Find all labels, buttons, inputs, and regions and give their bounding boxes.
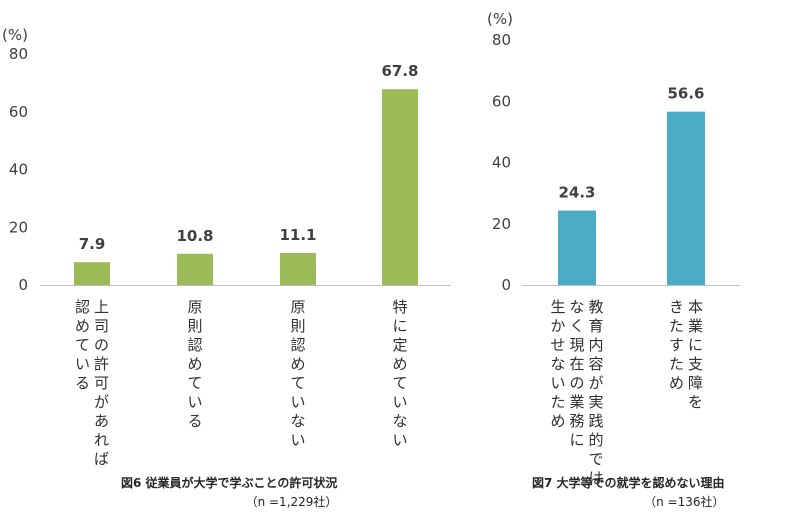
chart-title-fig6: 図6 従業員が大学で学ぶことの許可状況	[121, 476, 338, 490]
data-label-0-1: 10.8	[176, 227, 213, 245]
bar-0-3	[382, 89, 418, 285]
y-tick-label-0-60: 60	[9, 103, 28, 121]
category-label-0-0: 上司の許可があれば認めている	[75, 298, 109, 468]
caption-fig6: 図6 従業員が大学で学ぶことの許可状況 （n =1,229社）	[121, 474, 337, 510]
data-label-1-1: 56.6	[667, 85, 704, 103]
y-tick-label-1-0: 0	[501, 276, 511, 294]
y-tick-label-0-20: 20	[9, 218, 28, 236]
category-label-0-2: 原則認めていない	[290, 298, 305, 449]
chart-title-fig7: 図7 大学等での就学を認めない理由	[532, 476, 725, 490]
category-label-1-1: 本業に支障をきたすため	[669, 298, 703, 411]
bar-0-0	[74, 262, 110, 285]
y-tick-label-0-40: 40	[9, 161, 28, 179]
data-label-0-2: 11.1	[279, 226, 316, 244]
data-label-1-0: 24.3	[558, 184, 595, 202]
y-tick-label-1-80: 80	[492, 31, 511, 49]
caption-fig7: 図7 大学等での就学を認めない理由 （n =136社）	[532, 474, 725, 510]
category-label-0-3: 特に定めていない	[392, 298, 407, 449]
bar-1-0	[558, 210, 596, 285]
y-unit-label-1: (%)	[487, 10, 513, 28]
y-tick-label-1-20: 20	[492, 215, 511, 233]
y-tick-label-0-0: 0	[18, 276, 28, 294]
bar-1-1	[667, 111, 705, 285]
y-tick-label-0-80: 80	[9, 45, 28, 63]
bar-0-1	[177, 253, 213, 285]
sample-size-fig7: （n =136社）	[644, 495, 725, 509]
y-tick-label-1-40: 40	[492, 154, 511, 172]
category-label-0-1: 原則認めている	[187, 298, 202, 430]
sample-size-fig6: （n =1,229社）	[245, 495, 338, 509]
bar-0-2	[280, 252, 316, 285]
category-label-1-0: 教育内容が実践的ではなく現在の業務に生かせないため	[550, 298, 603, 487]
data-label-0-0: 7.9	[79, 235, 106, 253]
y-tick-label-1-60: 60	[492, 92, 511, 110]
y-unit-label-0: (%)	[2, 26, 28, 44]
data-label-0-3: 67.8	[381, 62, 418, 80]
